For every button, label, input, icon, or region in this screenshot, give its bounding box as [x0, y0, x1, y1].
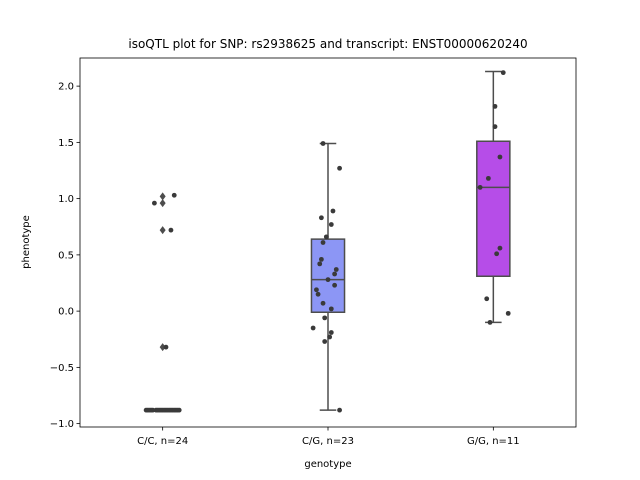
data-point — [320, 141, 326, 146]
data-point — [310, 325, 316, 331]
y-axis: −1.0 −0.5 0.0 0.5 1.0 1.5 2.0 — [50, 82, 80, 430]
data-point — [328, 222, 334, 227]
data-point — [147, 407, 152, 413]
data-point — [492, 124, 498, 130]
data-point — [317, 261, 323, 267]
data-point — [163, 344, 169, 350]
data-point — [176, 407, 182, 413]
data-point — [143, 407, 149, 413]
data-point — [328, 330, 334, 335]
data-point — [322, 339, 328, 344]
data-point — [161, 407, 167, 413]
data-point — [158, 407, 164, 413]
outlier-marker — [159, 226, 166, 235]
data-point — [497, 154, 503, 160]
data-point — [323, 234, 329, 240]
data-point — [505, 310, 511, 316]
data-point — [168, 227, 174, 233]
data-point — [337, 407, 342, 413]
outlier-marker — [159, 192, 166, 201]
x-axis-label: genotype — [304, 459, 351, 470]
data-point — [320, 300, 326, 306]
data-point — [492, 103, 498, 109]
data-point — [318, 215, 324, 221]
y-tick-label: 1.0 — [58, 194, 74, 205]
data-point — [315, 291, 321, 297]
data-point — [328, 306, 334, 312]
iqr-box — [310, 238, 346, 313]
y-tick-label: 0.0 — [58, 307, 74, 318]
x-tick-label: C/G, n=23 — [302, 436, 354, 447]
chart-title: isoQTL plot for SNP: rs2938625 and trans… — [128, 37, 527, 51]
y-axis-label: phenotype — [21, 215, 32, 269]
x-tick-label: C/C, n=24 — [137, 436, 188, 447]
iqr-box — [476, 140, 511, 277]
data-point — [330, 208, 336, 214]
data-point — [318, 256, 324, 262]
box-group-2 — [476, 70, 511, 324]
data-point — [171, 192, 177, 198]
data-point — [500, 70, 506, 76]
y-tick-label: −0.5 — [50, 363, 74, 374]
data-point — [484, 296, 490, 302]
data-point — [333, 267, 339, 272]
data-point — [314, 287, 319, 293]
data-point — [325, 277, 331, 283]
y-tick-label: 1.5 — [58, 138, 74, 149]
x-axis: C/C, n=24 C/G, n=23 G/G, n=11 — [137, 427, 520, 447]
data-point — [332, 282, 338, 288]
data-point — [485, 175, 491, 181]
data-point — [168, 407, 174, 413]
y-tick-label: 0.5 — [58, 250, 74, 261]
data-point — [327, 334, 333, 340]
data-point — [332, 271, 338, 277]
data-point — [322, 315, 328, 321]
outlier-marker — [159, 343, 166, 352]
plot-area — [143, 70, 511, 413]
strip-points — [143, 70, 511, 413]
data-point — [171, 407, 177, 413]
data-point — [152, 200, 157, 206]
data-point — [337, 165, 342, 171]
y-tick-label: −1.0 — [50, 419, 74, 430]
data-point — [494, 251, 500, 257]
y-tick-label: 2.0 — [58, 82, 74, 93]
data-point — [320, 240, 326, 245]
data-point — [487, 319, 493, 325]
outlier-marker — [159, 199, 166, 208]
data-point — [155, 407, 161, 413]
data-point — [150, 407, 156, 413]
data-point — [165, 407, 171, 413]
data-point — [497, 245, 503, 251]
x-tick-label: G/G, n=11 — [467, 436, 520, 447]
data-point — [477, 184, 483, 190]
